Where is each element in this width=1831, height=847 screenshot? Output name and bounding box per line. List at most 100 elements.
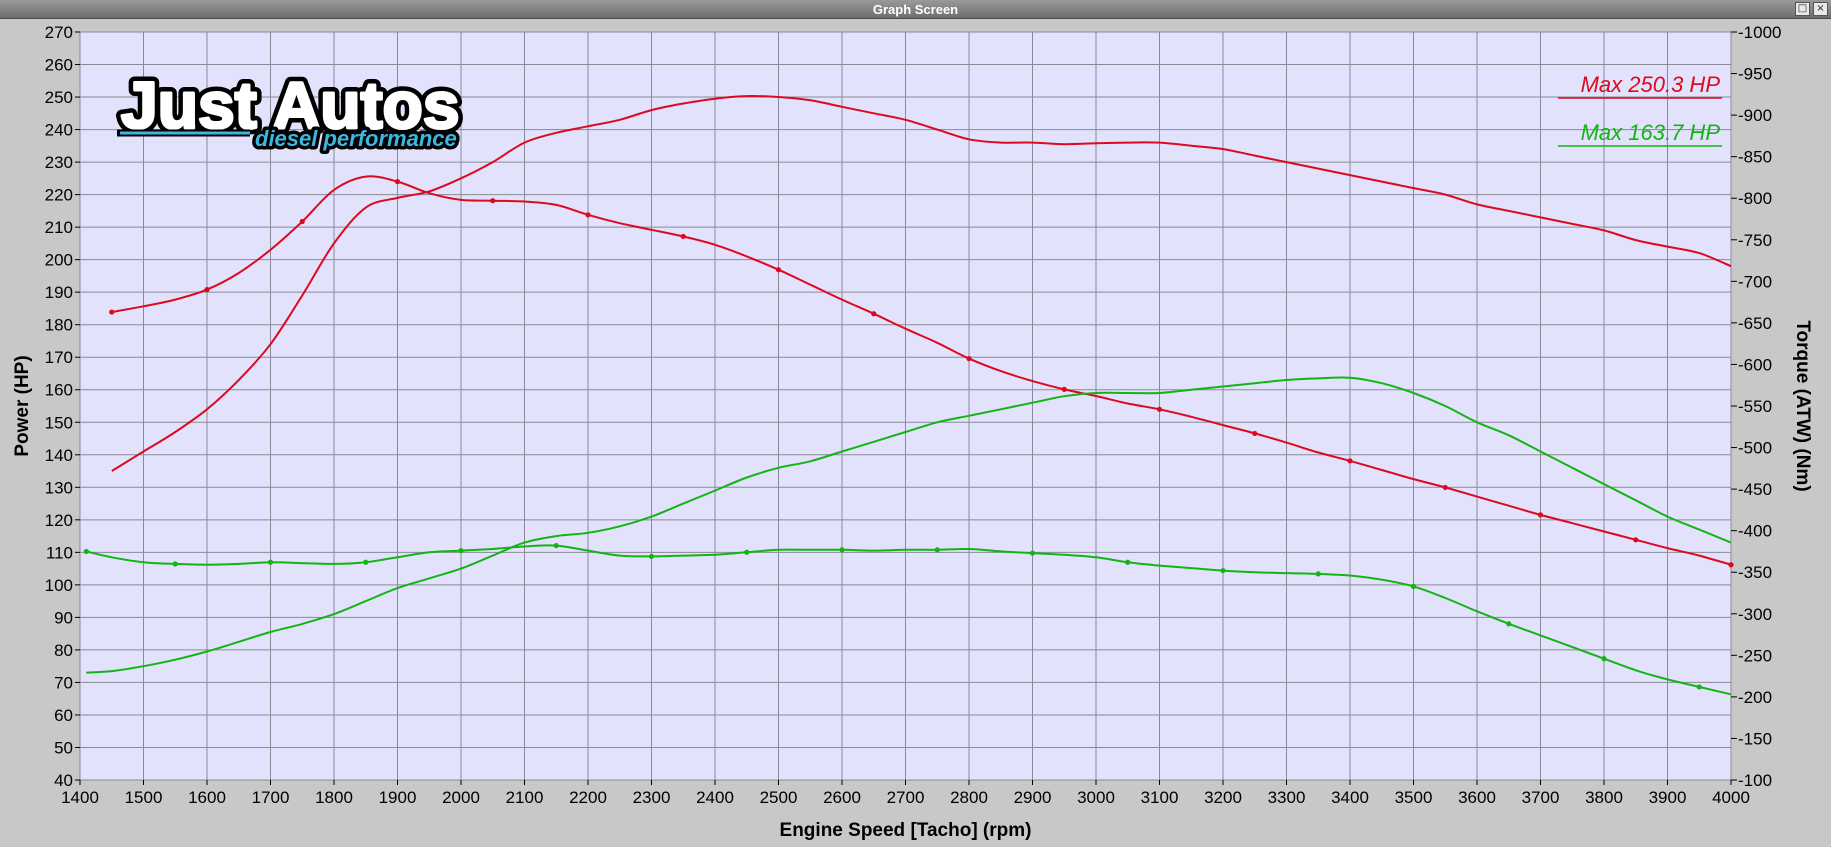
y-left-tick-label: 220 [45, 186, 73, 205]
y-right-tick-label: -250 [1738, 646, 1772, 665]
x-tick-label: 1600 [188, 788, 226, 807]
logo-tagline-outline: diesel performance [255, 126, 457, 151]
logo-tagline: diesel performance [255, 126, 457, 151]
y-left-tick-label: 230 [45, 153, 73, 172]
restore-icon[interactable]: □ [1795, 2, 1810, 16]
data-point [553, 543, 559, 549]
series-line-2 [111, 175, 1732, 566]
x-tick-label: 1400 [61, 788, 99, 807]
y-left-tick-label: 90 [54, 608, 73, 627]
series-line-1 [111, 95, 1732, 472]
legend-series-2: Max 163.7 HP [1581, 120, 1721, 145]
data-point [839, 547, 845, 553]
data-point [1315, 571, 1321, 577]
close-icon[interactable]: × [1813, 2, 1828, 16]
x-tick-label: 3100 [1141, 788, 1179, 807]
y-right-tick-label: -300 [1738, 605, 1772, 624]
y-left-tick-label: 120 [45, 511, 73, 530]
data-point [1696, 684, 1702, 690]
y-left-tick-label: 110 [46, 543, 73, 562]
y-right-tick-label: -750 [1738, 231, 1772, 250]
x-tick-label: 2800 [950, 788, 988, 807]
data-point [1633, 537, 1639, 543]
x-tick-label: 3300 [1268, 788, 1306, 807]
data-point [744, 549, 750, 555]
y-right-tick-label: -100 [1738, 771, 1772, 790]
x-tick-label: 1500 [125, 788, 163, 807]
y-left-tick-label: 190 [45, 283, 73, 302]
y-right-tick-label: -450 [1738, 480, 1772, 499]
y-left-tick-label: 80 [54, 641, 73, 660]
y-right-tick-label: -700 [1738, 272, 1772, 291]
y-right-tick-label: -1000 [1738, 23, 1781, 42]
data-point [680, 233, 686, 240]
y-right-tick-label: -150 [1738, 729, 1772, 748]
x-axis-label: Engine Speed [Tacho] (rpm) [780, 820, 1032, 841]
data-point [109, 309, 115, 315]
x-tick-label: 1900 [379, 788, 417, 807]
x-tick-label: 2300 [633, 788, 671, 807]
y-right-tick-label: -850 [1738, 148, 1772, 167]
data-point [1029, 550, 1036, 556]
x-tick-label: 2200 [569, 788, 607, 807]
data-point [458, 548, 464, 554]
y-left-tick-label: 100 [45, 576, 73, 595]
series-line-4 [86, 544, 1732, 696]
data-point [363, 559, 369, 565]
y-left-tick-label: 60 [54, 706, 73, 725]
x-tick-label: 4000 [1712, 788, 1750, 807]
data-point [1537, 512, 1544, 518]
y-right-tick-label: -650 [1738, 314, 1772, 333]
y-left-tick-label: 40 [54, 771, 73, 790]
data-point [648, 553, 655, 560]
data-point [1347, 458, 1353, 464]
data-point [934, 547, 940, 553]
y-left-tick-label: 140 [45, 446, 73, 465]
y-left-axis-label: Power (HP) [12, 355, 33, 456]
x-tick-label: 2400 [696, 788, 734, 807]
data-point [490, 198, 496, 204]
data-point [1156, 406, 1163, 412]
x-tick-label: 2500 [760, 788, 798, 807]
x-tick-label: 1800 [315, 788, 353, 807]
grid [79, 31, 1732, 781]
data-point [172, 561, 178, 567]
data-point [267, 559, 274, 565]
data-point [1410, 583, 1417, 589]
data-point [204, 287, 210, 293]
x-tick-label: 3400 [1331, 788, 1369, 807]
y-left-tick-label: 170 [45, 348, 73, 367]
x-tick-label: 3800 [1585, 788, 1623, 807]
y-right-axis-label: Torque (ATW) (Nm) [1792, 320, 1813, 491]
x-tick-label: 3500 [1395, 788, 1433, 807]
y-right-tick-label: -500 [1738, 439, 1772, 458]
x-tick-label: 2000 [442, 788, 480, 807]
y-left-tick-label: 150 [45, 413, 73, 432]
y-right-tick-label: -400 [1738, 522, 1772, 541]
data-point [1442, 484, 1448, 491]
data-point [1061, 386, 1067, 392]
y-right-tick-label: -200 [1738, 688, 1772, 707]
y-left-tick-label: 270 [45, 23, 73, 42]
data-point [966, 356, 972, 362]
data-point [394, 179, 401, 185]
y-left-tick-label: 210 [45, 218, 73, 237]
y-left-tick-label: 260 [45, 56, 73, 75]
x-tick-label: 3600 [1458, 788, 1496, 807]
window-title: Graph Screen [872, 2, 959, 17]
data-point [83, 548, 89, 555]
data-point [1601, 656, 1607, 662]
y-right-tick-label: -600 [1738, 355, 1772, 374]
data-point [1728, 562, 1734, 568]
x-tick-label: 2100 [506, 788, 544, 807]
y-left-tick-label: 240 [45, 121, 73, 140]
data-point [299, 218, 305, 225]
legend: Max 250.3 HP Max 163.7 HP [1558, 72, 1722, 147]
x-axis-ticks: 1400 1500 1600 1700 1800 1900 2000 2100 2200 2300… [61, 780, 1750, 807]
dyno-chart: 1400 1500 1600 1700 1800 1900 2000 2100 2200 2300… [12, 23, 1813, 841]
data-point [775, 267, 782, 273]
title-bar: Graph Screen □ × [0, 0, 1831, 19]
y-left-tick-label: 180 [45, 316, 73, 335]
y-right-axis-ticks: -100 -150 -200 -250 -300 -350 -400 -450 -500 -550… [1731, 23, 1781, 790]
data-point [1252, 430, 1258, 437]
